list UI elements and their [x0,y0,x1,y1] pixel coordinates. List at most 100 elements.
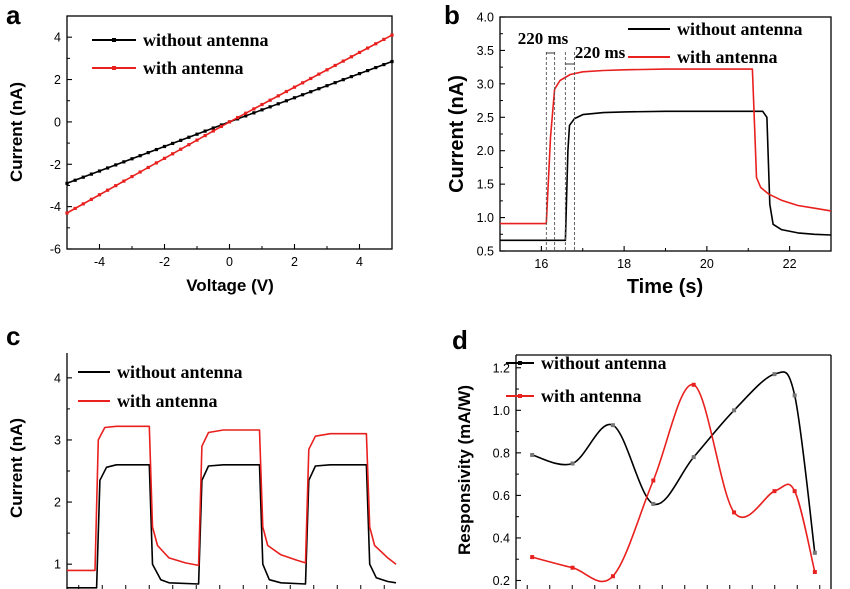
data-point-with-antenna-d [651,478,656,483]
y-tick-label-c: 3 [54,433,61,447]
data-point-with-antenna-a [260,102,264,107]
data-point-with-antenna-d [570,565,575,570]
legend-marker-without-antenna-d [518,361,522,365]
y-tick-label-d: 0.6 [493,489,510,503]
x-tick-label-a: 0 [226,255,233,269]
y-tick-label-b: 0.5 [477,245,494,259]
data-point-without-antenna-a [171,141,175,146]
series-line-without-antenna-c [67,464,397,589]
data-point-with-antenna-a [162,156,167,160]
legend-label-with-antenna-a: with antenna [143,58,244,78]
x-tick-label-a: 4 [356,255,363,269]
data-point-with-antenna-a [154,161,158,165]
plot-frame-b [499,16,832,252]
y-axis-label-b: Current (nA) [446,75,468,193]
data-point-without-antenna-d [691,455,696,460]
data-point-with-antenna-a [317,72,321,76]
data-point-with-antenna-a [171,152,175,156]
data-point-without-antenna-a [162,144,167,149]
y-axis-label-d: Responsivity (mA/W) [455,385,474,555]
data-point-without-antenna-a [382,62,386,67]
x-tick-label-b: 20 [700,257,714,271]
y-tick-label-a: -6 [50,243,61,257]
legend-label-without-antenna-c: without antenna [117,362,243,382]
data-point-with-antenna-a [284,89,288,94]
data-point-with-antenna-a [227,120,232,124]
data-point-with-antenna-a [146,165,150,170]
series-line-with-antenna-c [67,425,397,572]
data-point-without-antenna-d [812,550,817,555]
data-point-without-antenna-a [276,102,280,106]
legend-label-without-antenna-d: without antenna [541,353,667,373]
legend-label-without-antenna-a: without antenna [143,30,269,50]
panel-label-c: c [6,321,20,351]
data-point-without-antenna-a [138,154,142,158]
data-point-without-antenna-a [187,135,191,139]
legend-label-without-antenna-b: without antenna [677,19,803,39]
data-point-with-antenna-a [187,143,191,147]
data-point-without-antenna-a [130,157,134,161]
y-tick-label-b: 2.0 [477,144,494,158]
data-point-without-antenna-a [252,111,256,115]
legend-marker-with-antenna-a [112,66,116,70]
data-point-without-antenna-a [260,108,264,112]
y-axis-label-c: Current (nA) [7,418,26,518]
y-axis-label-a: Current (nA) [7,82,26,182]
data-point-with-antenna-a [252,107,256,111]
plot-frame-a [66,15,393,250]
data-point-without-antenna-d [792,393,797,398]
x-tick-label-b: 22 [783,257,797,271]
chart-panel-a: -6 -4 -2 0 2 4 -4 -2 0 2 4 Voltage (V) Current (nA) w… [7,15,394,295]
data-point-with-antenna-a [333,63,337,68]
data-point-without-antenna-a [203,129,207,133]
data-point-with-antenna-a [236,115,240,120]
x-axis-label-a: Voltage (V) [186,276,274,295]
data-point-without-antenna-a [179,138,183,142]
data-point-without-antenna-a [309,90,313,94]
y-tick-label-a: 4 [54,31,61,45]
y-tick-label-b: 3.0 [477,77,494,91]
data-point-without-antenna-a [65,181,69,185]
data-point-with-antenna-d [691,382,696,387]
chart-panel-b: 0.5 1.0 1.5 2.0 2.5 3.0 3.5 4.0 16 18 20 22 Time (s)… [446,11,832,298]
series-line-with-antenna-b [500,68,832,225]
data-point-without-antenna-a [390,59,394,64]
data-point-with-antenna-a [211,129,215,133]
data-point-with-antenna-a [73,206,77,211]
data-point-with-antenna-a [81,202,85,206]
y-tick-label-b: 2.5 [477,111,494,125]
data-point-with-antenna-a [138,170,142,174]
panel-label-a: a [6,0,21,30]
data-point-with-antenna-a [292,85,297,89]
data-point-without-antenna-a [374,65,378,70]
data-point-without-antenna-a [211,126,215,130]
y-tick-label-a: 0 [54,115,61,129]
data-point-with-antenna-a [341,59,345,63]
data-point-without-antenna-d [772,372,777,377]
legend-label-with-antenna-c: with antenna [117,391,218,411]
data-point-with-antenna-a [374,42,378,46]
legend-marker-without-antenna-a [112,38,116,42]
data-point-without-antenna-a [195,132,199,136]
data-point-with-antenna-a [65,211,69,215]
chart-panel-d: 0.2 0.4 0.6 0.8 1.0 1.2 Responsivity (mA/W) wit… [455,353,832,589]
data-point-with-antenna-a [325,68,329,72]
y-tick-label-c: 4 [54,371,61,385]
data-point-with-antenna-a [349,55,353,59]
data-point-without-antenna-a [292,96,297,100]
data-point-with-antenna-a [97,193,102,197]
y-tick-label-d: 0.2 [493,574,510,588]
data-point-with-antenna-a [382,37,386,42]
data-point-without-antenna-a [114,163,118,167]
data-point-without-antenna-d [610,423,615,428]
data-point-without-antenna-a [73,178,77,182]
y-tick-label-c: 1 [54,558,61,572]
data-point-with-antenna-a [203,133,207,138]
data-point-with-antenna-a [179,147,183,151]
data-point-without-antenna-a [154,147,158,152]
data-point-with-antenna-a [301,81,305,85]
x-tick-label-a: -4 [94,255,105,269]
data-point-with-antenna-d [792,489,797,494]
legend-label-with-antenna-b: with antenna [677,47,778,67]
chart-panel-c: 1 2 3 4 Current (nA) without antenna with ante… [7,353,397,589]
